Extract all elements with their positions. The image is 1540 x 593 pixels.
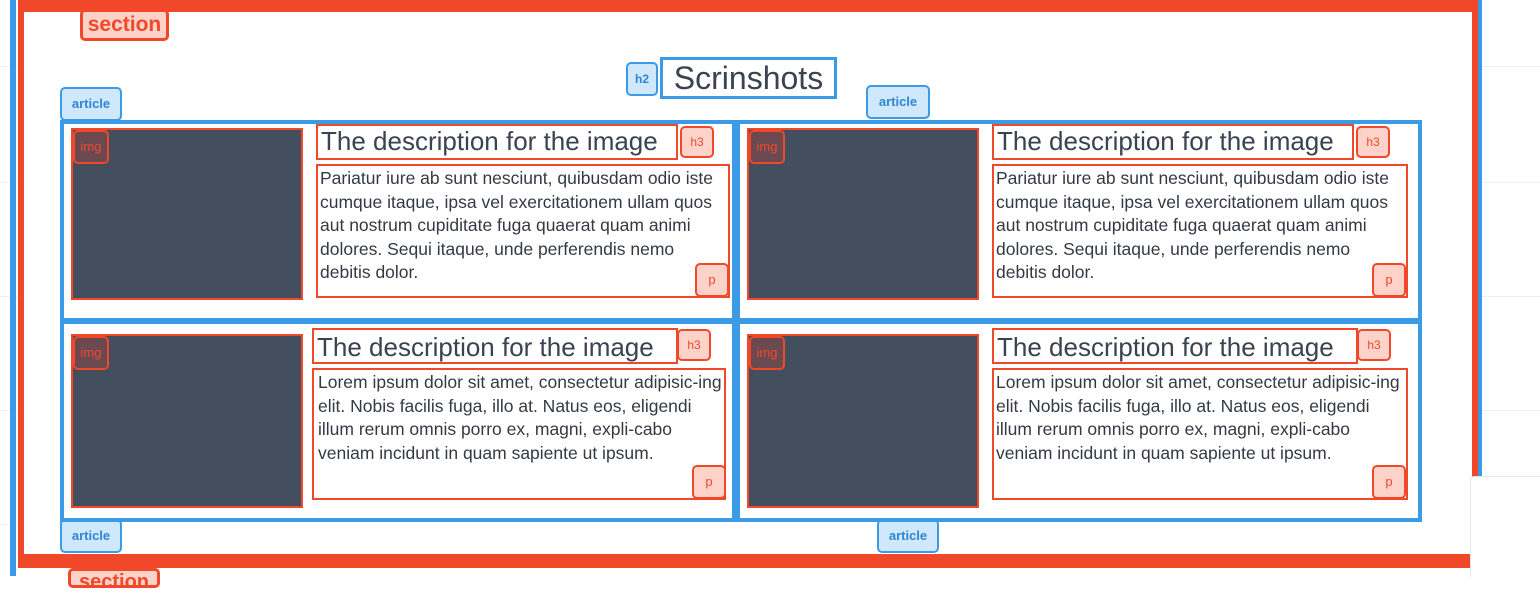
article-text: Lorem ipsum dolor sit amet, consectetur … [992, 368, 1408, 500]
p-tag: p [692, 465, 726, 499]
section-tag: section [80, 9, 169, 41]
img-tag: img [73, 336, 109, 370]
article-image: img [71, 334, 303, 508]
h3-tag: h3 [677, 329, 711, 361]
h2-tag: h2 [626, 62, 658, 96]
next-section-body [28, 568, 1470, 576]
page-title: Scrinshots [660, 57, 837, 99]
side-panel [1470, 476, 1540, 577]
next-section-outline [18, 554, 1470, 568]
p-tag: p [695, 263, 729, 297]
article-title: The description for the image [316, 124, 678, 160]
article-tag: article [866, 85, 930, 119]
article-text: Pariatur iure ab sunt nesciunt, quibusda… [316, 164, 730, 298]
article-text: Pariatur iure ab sunt nesciunt, quibusda… [992, 164, 1408, 298]
article-title: The description for the image [312, 328, 678, 364]
article-tag: article [60, 87, 122, 121]
article-image: img [747, 128, 979, 300]
article-image: img [747, 334, 979, 508]
h3-tag: h3 [680, 126, 714, 158]
article-tag: article [877, 519, 939, 553]
article-image: img [71, 128, 303, 300]
section-tag-bottom: section [68, 568, 160, 588]
p-tag: p [1372, 263, 1406, 297]
img-tag: img [749, 336, 785, 370]
article-title: The description for the image [992, 328, 1358, 364]
img-tag: img [73, 130, 109, 164]
h3-tag: h3 [1357, 329, 1391, 361]
article-text: Lorem ipsum dolor sit amet, consectetur … [312, 368, 726, 500]
img-tag: img [749, 130, 785, 164]
article-title: The description for the image [992, 124, 1354, 160]
article-tag: article [60, 519, 122, 553]
p-tag: p [1372, 465, 1406, 499]
h3-tag: h3 [1356, 126, 1390, 158]
